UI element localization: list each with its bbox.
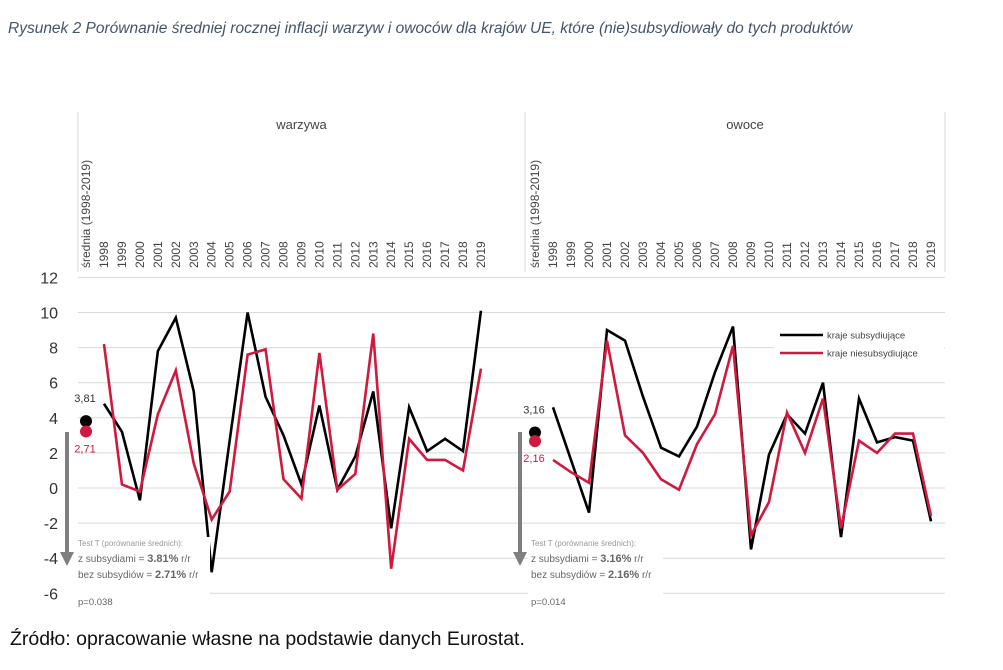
x-tick-label: 2015 xyxy=(402,241,416,268)
x-tick-label: 2007 xyxy=(259,241,273,268)
test-line-subsidized: z subsydiami = 3.81% r/r xyxy=(78,553,191,565)
x-tick-label: 2019 xyxy=(924,241,938,268)
test-heading: Test T (porównanie średnich): xyxy=(78,539,183,548)
x-tick-label: 2015 xyxy=(852,241,866,268)
x-tick-label: 2004 xyxy=(654,241,668,268)
x-tick-label: 2000 xyxy=(582,241,596,268)
y-tick-label: 4 xyxy=(49,411,58,428)
test-line-unsubsidized: bez subsydiów = 2.71% r/r xyxy=(78,569,199,581)
y-tick-label: 10 xyxy=(40,306,58,323)
mean-label-subsidizing: 3,81 xyxy=(74,393,95,405)
x-tick-label: 2009 xyxy=(294,241,308,268)
legend-label: kraje niesubsydiujące xyxy=(827,349,918,360)
p-value: p=0.038 xyxy=(78,597,113,608)
y-tick-label: 0 xyxy=(49,481,58,498)
x-tick-label: 2013 xyxy=(366,241,380,268)
x-tick-label: 2011 xyxy=(780,242,794,268)
x-tick-label: 1999 xyxy=(115,241,129,268)
test-heading: Test T (porównanie średnich): xyxy=(531,539,636,548)
x-tick-label: 2006 xyxy=(690,241,704,268)
x-tick-label: 2017 xyxy=(438,241,452,268)
legend-bg xyxy=(774,326,944,344)
x-tick-label: 2000 xyxy=(133,241,147,268)
mean-label-subsidizing: 3,16 xyxy=(523,405,544,417)
x-tick-label: 2018 xyxy=(456,241,470,268)
x-tick-label: 2001 xyxy=(600,241,614,268)
mean-label-non-subsidizing: 2,71 xyxy=(74,443,95,455)
x-tick-label-mean: średnia (1998-2019) xyxy=(528,160,542,268)
p-value: p=0.014 xyxy=(531,597,566,608)
arrow-down-icon xyxy=(513,552,527,566)
figure-title: Rysunek 2 Porównanie średniej rocznej in… xyxy=(8,20,853,37)
x-tick-label: 2014 xyxy=(834,241,848,268)
mean-dot-subsidizing xyxy=(529,426,541,439)
test-line-subsidized: z subsydiami = 3.16% r/r xyxy=(531,553,644,565)
x-tick-label: 2008 xyxy=(726,241,740,268)
x-tick-label: 2012 xyxy=(798,241,812,268)
y-tick-label: 8 xyxy=(49,341,58,358)
x-tick-label: 2012 xyxy=(348,241,362,268)
x-tick-label: 1999 xyxy=(564,241,578,268)
x-tick-label: 2003 xyxy=(636,241,650,268)
x-tick-label: 2014 xyxy=(384,241,398,268)
y-tick-label: -6 xyxy=(44,586,58,603)
x-tick-label: 2011 xyxy=(330,242,344,268)
x-tick-label: 2003 xyxy=(187,241,201,268)
mean-dot-non-subsidizing xyxy=(80,425,92,438)
x-tick-label: 2016 xyxy=(870,241,884,268)
x-tick-label: 1998 xyxy=(546,241,560,268)
x-tick-label: 2002 xyxy=(618,241,632,268)
x-tick-label: 2010 xyxy=(312,241,326,268)
x-tick-label: 2019 xyxy=(474,241,488,268)
x-tick-label: 2008 xyxy=(277,241,291,268)
y-tick-label: 12 xyxy=(40,270,58,287)
x-tick-label: 1998 xyxy=(97,241,111,268)
x-tick-label: 2009 xyxy=(744,241,758,268)
x-tick-label: 2005 xyxy=(223,241,237,268)
arrow-down-icon xyxy=(60,552,74,566)
test-box xyxy=(75,537,210,597)
x-tick-label: 2006 xyxy=(241,241,255,268)
x-tick-label: 2002 xyxy=(169,241,183,268)
x-tick-label: 2016 xyxy=(420,241,434,268)
y-tick-label: 6 xyxy=(49,376,58,393)
mean-label-non-subsidizing: 2,16 xyxy=(523,453,544,465)
series-line-subsidizing xyxy=(102,310,483,573)
x-tick-label: 2010 xyxy=(762,241,776,268)
y-tick-label: -4 xyxy=(44,551,58,568)
source-note: Źródło: opracowanie własne na podstawie … xyxy=(10,628,525,650)
test-box xyxy=(528,537,663,597)
y-tick-label: 2 xyxy=(49,446,58,463)
x-tick-label: 2004 xyxy=(205,241,219,268)
x-tick-label: 2017 xyxy=(888,241,902,268)
legend-label: kraje subsydiujące xyxy=(827,331,905,342)
series-line-non-subsidizing xyxy=(102,333,483,569)
x-tick-label-mean: średnia (1998-2019) xyxy=(79,160,93,268)
legend-bg xyxy=(774,344,944,362)
series-line-non-subsidizing xyxy=(552,340,933,540)
x-tick-label: 2007 xyxy=(708,241,722,268)
panel-title: warzywa xyxy=(275,117,327,132)
y-tick-label: -2 xyxy=(44,516,58,533)
test-line-unsubsidized: bez subsydiów = 2.16% r/r xyxy=(531,569,652,581)
mean-dot-subsidizing xyxy=(80,415,92,428)
x-tick-label: 2018 xyxy=(906,241,920,268)
x-tick-label: 2013 xyxy=(816,241,830,268)
x-tick-label: 2001 xyxy=(151,241,165,268)
panel-title: owoce xyxy=(726,117,764,132)
mean-dot-non-subsidizing xyxy=(529,435,541,448)
x-tick-label: 2005 xyxy=(672,241,686,268)
